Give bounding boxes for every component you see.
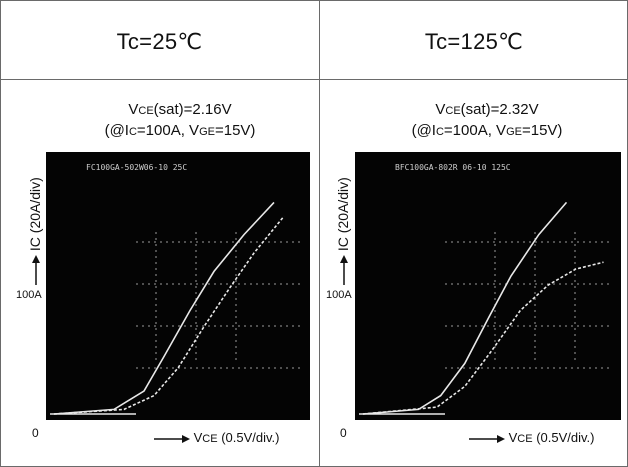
panel-header: Tc=25℃ [116, 29, 203, 54]
vce-sat-value: VCE(sat)=2.16V [128, 101, 232, 118]
test-conditions: (@IC=100A, VGE=15V) [411, 122, 563, 139]
origin-label: 0 [32, 426, 39, 440]
column-divider [319, 0, 320, 467]
oscilloscope-screen: BFC100GA-802R 06-10 125C [355, 152, 621, 420]
arrow-icon [340, 255, 349, 285]
arrow-icon [154, 434, 190, 443]
vce-sat-value: VCE(sat)=2.32V [435, 101, 539, 118]
scope-caption: BFC100GA-802R 06-10 125C [395, 163, 511, 172]
graticule [50, 232, 300, 415]
y-marker-100a: 100A [326, 289, 352, 301]
oscilloscope-traces: FC100GA-502W06-10 25C [50, 163, 300, 415]
oscilloscope-traces: BFC100GA-802R 06-10 125C [359, 163, 611, 415]
scope-caption: FC100GA-502W06-10 25C [86, 163, 187, 172]
x-axis-label: VCE (0.5V/div.) [469, 430, 594, 445]
graticule [359, 232, 611, 415]
ic-vce-trace [53, 215, 285, 415]
ic-vce-trace [362, 261, 604, 415]
origin-label: 0 [340, 426, 347, 440]
panel-header: Tc=125℃ [424, 29, 524, 54]
y-marker-100a: 100A [16, 289, 42, 301]
ic-vce-trace [53, 201, 275, 415]
oscilloscope-screen: FC100GA-502W06-10 25C [46, 152, 310, 420]
ic-vce-trace [362, 201, 568, 415]
test-conditions: (@IC=100A, VGE=15V) [104, 122, 256, 139]
header-divider [0, 79, 628, 80]
y-axis-label: IC (20A/div) [335, 177, 351, 285]
arrow-icon [32, 255, 41, 285]
arrow-icon [469, 434, 505, 443]
x-axis-label: VCE (0.5V/div.) [154, 430, 279, 445]
y-axis-label: IC (20A/div) [27, 177, 43, 285]
